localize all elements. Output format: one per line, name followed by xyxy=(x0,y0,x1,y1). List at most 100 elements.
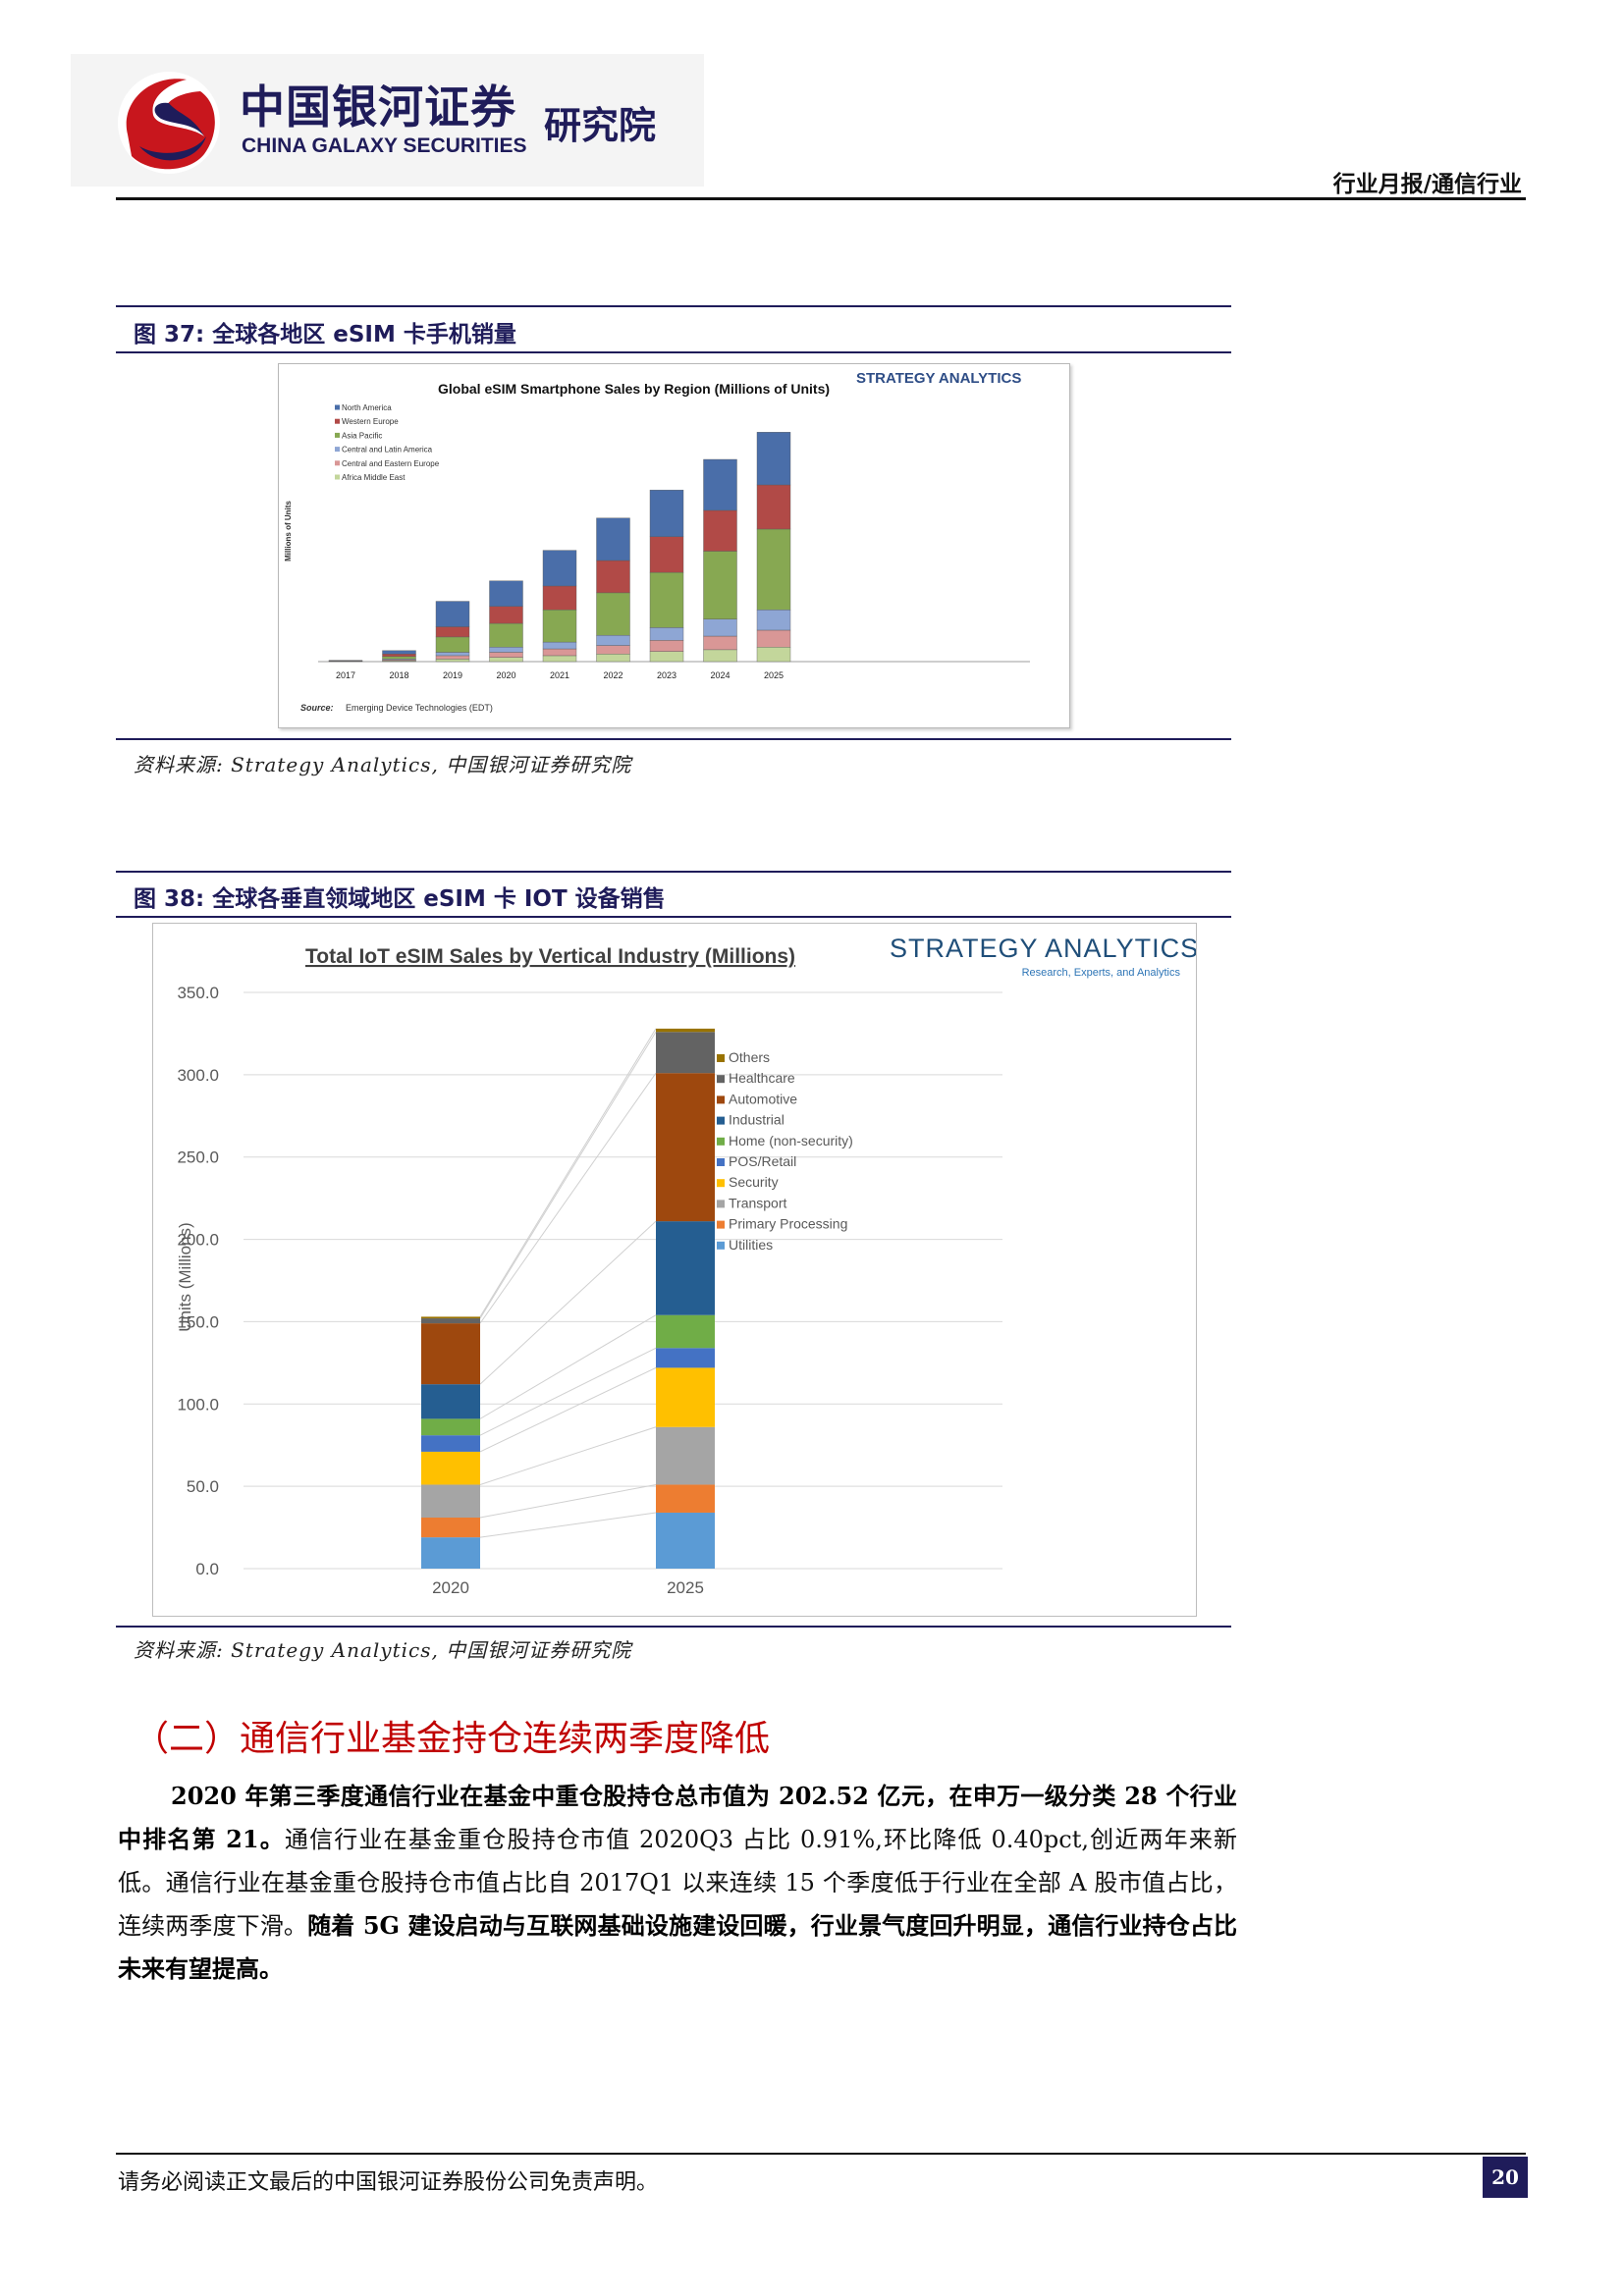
chart1-bar-2021-seg-3 xyxy=(543,610,576,642)
chart1-bar-2021-seg-4 xyxy=(543,586,576,610)
iot-esim-chart: Total IoT eSIM Sales by Vertical Industr… xyxy=(152,923,1197,1617)
chart2-bar-2025-others xyxy=(656,1029,715,1032)
chart2-connector-line xyxy=(480,1221,656,1384)
footer-disclaimer: 请务必阅读正文最后的中国银河证券股份公司免责声明。 xyxy=(118,2164,658,2196)
chart2-y-tick: 0.0 xyxy=(195,1560,219,1578)
chart1-x-tick: 2019 xyxy=(443,670,462,680)
chart1-legend-swatch xyxy=(335,419,340,424)
chart2-connector-line xyxy=(480,1484,656,1518)
chart1-bar-2019-seg-4 xyxy=(436,627,469,637)
chart1-bar-2025-seg-5 xyxy=(757,432,790,485)
chart2-bar-2025-primary-processing xyxy=(656,1484,715,1513)
chart2-legend-label: Utilities xyxy=(729,1237,773,1253)
chart1-bar-2022-seg-5 xyxy=(597,518,630,561)
chart2-legend-swatch xyxy=(717,1075,725,1083)
chart2-y-tick: 200.0 xyxy=(177,1231,219,1250)
chart1-bar-2023-seg-2 xyxy=(650,627,683,640)
chart2-legend-swatch xyxy=(717,1200,725,1207)
chart1-bar-2022-seg-4 xyxy=(597,561,630,593)
chart2-legend-label: Healthcare xyxy=(729,1070,795,1086)
chart2-bar-2020-others xyxy=(421,1316,480,1318)
chart1-bar-2023-seg-3 xyxy=(650,572,683,627)
chart1-legend-swatch xyxy=(335,475,340,480)
chart1-legend-label: Central and Latin America xyxy=(342,446,433,454)
chart2-connector-line xyxy=(480,1029,656,1317)
chart1-bar-2019-seg-0 xyxy=(436,659,469,662)
chart1-bar-2020-seg-2 xyxy=(490,647,523,652)
chart2-legend-label: Transport xyxy=(729,1195,787,1210)
page-number: 20 xyxy=(1483,2157,1528,2198)
chart1-x-tick: 2021 xyxy=(550,670,569,680)
chart2-bar-2025-pos-retail xyxy=(656,1348,715,1367)
logo-institute: 研究院 xyxy=(544,95,656,149)
chart1-bar-2023-seg-0 xyxy=(650,652,683,662)
chart1-bar-2019-seg-5 xyxy=(436,602,469,627)
chart2-bar-2020-primary-processing xyxy=(421,1518,480,1537)
logo-chinese-name: 中国银河证券 xyxy=(240,72,516,136)
chart2-bar-2025-transport xyxy=(656,1427,715,1485)
chart1-bar-2020-seg-5 xyxy=(490,581,523,607)
chart2-brand: STRATEGY ANALYTICS xyxy=(890,934,1196,963)
figure37-bottom-rule xyxy=(116,738,1231,740)
figure38-bottom-rule xyxy=(116,1626,1231,1628)
chart1-legend-swatch xyxy=(335,405,340,410)
chart2-legend-swatch xyxy=(717,1179,725,1187)
chart1-bar-2024-seg-5 xyxy=(704,459,737,510)
figure38-title: 图 38: 全球各垂直领域地区 eSIM 卡 IOT 设备销售 xyxy=(134,880,666,913)
figure38-source: 资料来源: Strategy Analytics, 中国银河证券研究院 xyxy=(134,1634,631,1663)
chart1-bar-2020-seg-1 xyxy=(490,652,523,657)
body-paragraph: 2020 年第三季度通信行业在基金中重仓股持仓总市值为 202.52 亿元，在申… xyxy=(118,1775,1237,1991)
chart1-x-tick: 2017 xyxy=(336,670,355,680)
figure37-title: 图 37: 全球各地区 eSIM 卡手机销量 xyxy=(134,315,516,348)
chart1-title: Global eSIM Smartphone Sales by Region (… xyxy=(438,381,830,397)
chart2-legend-swatch xyxy=(717,1158,725,1166)
chart1-x-tick: 2024 xyxy=(710,670,730,680)
figure38-title-rule xyxy=(116,916,1231,918)
chart2-bar-2020-healthcare xyxy=(421,1318,480,1323)
chart2-bar-2020-security xyxy=(421,1452,480,1485)
iot-esim-chart-svg: Total IoT eSIM Sales by Vertical Industr… xyxy=(153,924,1196,1616)
chart1-bar-2022-seg-3 xyxy=(597,593,630,635)
chart1-bar-2024-seg-2 xyxy=(704,619,737,636)
chart1-bar-2020-seg-0 xyxy=(490,658,523,662)
header-divider xyxy=(116,197,1526,200)
chart2-legend-swatch xyxy=(717,1138,725,1146)
chart2-legend-label: Automotive xyxy=(729,1091,797,1106)
chart1-bar-2019-seg-3 xyxy=(436,637,469,653)
chart2-y-tick: 250.0 xyxy=(177,1148,219,1167)
chart1-legend-label: Central and Eastern Europe xyxy=(342,459,440,468)
chart2-bar-2025-security xyxy=(656,1367,715,1426)
chart2-legend-label: Industrial xyxy=(729,1112,785,1128)
chart1-bar-2023-seg-5 xyxy=(650,490,683,537)
chart1-x-tick: 2025 xyxy=(764,670,784,680)
figure38-top-rule xyxy=(116,871,1231,873)
chart1-x-tick: 2023 xyxy=(657,670,677,680)
chart2-bar-2020-industrial xyxy=(421,1384,480,1418)
chart2-connector-line xyxy=(480,1073,656,1323)
chart2-bar-2020-transport xyxy=(421,1484,480,1518)
chart1-x-tick: 2020 xyxy=(496,670,515,680)
footer-divider xyxy=(116,2153,1526,2155)
chart2-connector-line xyxy=(480,1367,656,1452)
chart1-bar-2022-seg-1 xyxy=(597,646,630,655)
chart2-legend-label: Primary Processing xyxy=(729,1216,847,1232)
galaxy-logo-icon xyxy=(110,64,228,182)
chart1-bar-2018-seg-3 xyxy=(383,657,416,660)
chart2-connector-line xyxy=(480,1348,656,1435)
chart1-legend-label: Western Europe xyxy=(342,417,399,426)
chart1-source-text: Emerging Device Technologies (EDT) xyxy=(346,703,493,713)
esim-smartphone-chart: Global eSIM Smartphone Sales by Region (… xyxy=(278,363,1070,728)
chart1-x-tick: 2022 xyxy=(603,670,623,680)
chart1-bar-2018-seg-4 xyxy=(383,654,416,657)
chart1-legend-label: Africa Middle East xyxy=(342,473,406,482)
chart2-brand-sub: Research, Experts, and Analytics xyxy=(1022,967,1181,979)
chart2-connector-line xyxy=(480,1513,656,1537)
chart1-legend-label: North America xyxy=(342,403,392,412)
chart2-bar-2025-home-non-security- xyxy=(656,1315,715,1349)
chart1-bar-2020-seg-3 xyxy=(490,623,523,647)
chart1-bar-2025-seg-4 xyxy=(757,485,790,529)
chart1-bar-2020-seg-4 xyxy=(490,607,523,623)
chart1-legend-label: Asia Pacific xyxy=(342,431,382,440)
chart2-x-tick: 2025 xyxy=(667,1578,704,1597)
chart2-y-tick: 300.0 xyxy=(177,1066,219,1085)
